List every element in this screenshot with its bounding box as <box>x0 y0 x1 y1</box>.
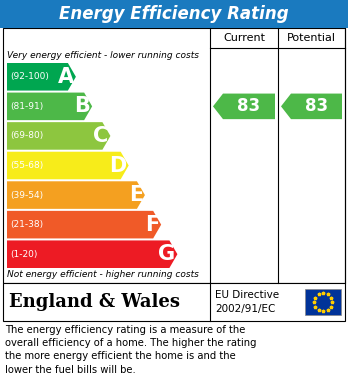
Polygon shape <box>7 63 76 91</box>
Text: EU Directive
2002/91/EC: EU Directive 2002/91/EC <box>215 291 279 314</box>
Text: Very energy efficient - lower running costs: Very energy efficient - lower running co… <box>7 51 199 60</box>
Text: Energy Efficiency Rating: Energy Efficiency Rating <box>59 5 289 23</box>
Polygon shape <box>281 93 342 119</box>
Text: G: G <box>158 244 175 264</box>
Polygon shape <box>7 181 145 209</box>
Text: A: A <box>58 67 74 87</box>
Bar <box>305 289 341 315</box>
Text: (55-68): (55-68) <box>10 161 43 170</box>
Polygon shape <box>7 93 92 120</box>
Polygon shape <box>213 93 275 119</box>
Polygon shape <box>7 240 177 268</box>
Polygon shape <box>7 152 129 179</box>
Text: C: C <box>93 126 109 146</box>
Text: England & Wales: England & Wales <box>9 293 180 311</box>
Text: F: F <box>145 215 159 235</box>
Text: (39-54): (39-54) <box>10 190 43 199</box>
Text: Current: Current <box>223 33 265 43</box>
Text: (21-38): (21-38) <box>10 220 43 229</box>
Text: Not energy efficient - higher running costs: Not energy efficient - higher running co… <box>7 270 199 279</box>
Text: The energy efficiency rating is a measure of the
overall efficiency of a home. T: The energy efficiency rating is a measur… <box>5 325 256 375</box>
Bar <box>3 283 345 321</box>
Bar <box>3 28 345 283</box>
Polygon shape <box>7 122 110 150</box>
Text: 83: 83 <box>305 97 328 115</box>
Bar <box>0 0 348 28</box>
Text: (69-80): (69-80) <box>10 131 43 140</box>
Text: (92-100): (92-100) <box>10 72 49 81</box>
Text: E: E <box>129 185 143 205</box>
Text: (1-20): (1-20) <box>10 250 37 259</box>
Text: Potential: Potential <box>287 33 336 43</box>
Text: D: D <box>109 156 127 176</box>
Text: B: B <box>74 96 90 117</box>
Polygon shape <box>7 211 161 239</box>
Text: (81-91): (81-91) <box>10 102 43 111</box>
Text: 83: 83 <box>237 97 261 115</box>
